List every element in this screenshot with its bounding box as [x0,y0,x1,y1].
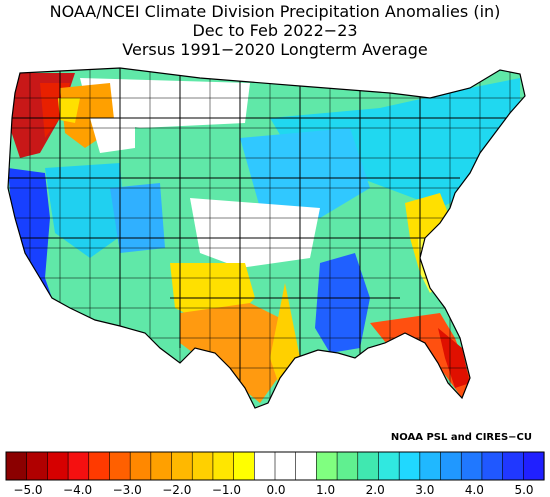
colorbar-cell [129,451,152,481]
map-title: NOAA/NCEI Climate Division Precipitation… [49,2,501,21]
region-northern-plains-normal [80,78,250,128]
colorbar-tick-label: 1.0 [316,483,335,497]
colorbar-tick-label: −5.0 [13,483,42,497]
colorbar-tick-label: −4.0 [63,483,92,497]
region-midwest-wet [240,128,370,218]
colorbar-cell [523,451,545,481]
colorbar-tick-label: −1.0 [212,483,241,497]
colorbar: −5.0 −4.0 −3.0 −2.0 −1.0 0.0 1.0 2.0 3.0 4.0 5.0 [5,451,545,497]
credit-text: NOAA PSL and CIRES−CU [390,432,532,443]
colorbar-cell [150,451,173,481]
colorbar-cell [233,451,255,481]
colorbar-tick-label: 2.0 [366,483,385,497]
colorbar-cell [336,451,359,481]
colorbar-cell [171,451,193,481]
colorbar-cell [67,451,90,481]
title-block: NOAA/NCEI Climate Division Precipitation… [0,2,550,59]
map-baseline: Versus 1991−2020 Longterm Average [122,40,428,59]
region-central-plains-normal [190,198,320,268]
region-great-basin-wet [45,163,125,258]
colorbar-cell [295,451,317,481]
colorbar-cell [316,451,338,481]
colorbar-cell [47,451,69,481]
colorbar-tick-labels: −5.0 −4.0 −3.0 −2.0 −1.0 0.0 1.0 2.0 3.0 4.0 5.0 [13,483,533,497]
state-boundaries [8,68,525,408]
region-montana-normal [90,118,135,153]
colorbar-cell [274,451,297,481]
colorbar-tick-label: 5.0 [514,483,533,497]
colorbar-cell [378,451,400,481]
colorbar-tick-label: 3.0 [415,483,434,497]
colorbar-cell [502,451,524,481]
colorbar-cells [5,451,545,481]
colorbar-tick-label: 4.0 [465,483,484,497]
colorbar-cell [357,451,380,481]
colorbar-cell [109,451,131,481]
colorbar-cell [440,451,462,481]
anomaly-regions [8,73,520,403]
colorbar-cell [460,451,483,481]
colorbar-cell [481,451,504,481]
colorbar-cell [191,451,214,481]
colorbar-cell [254,451,276,481]
colorbar-tick-label: −2.0 [162,483,191,497]
colorbar-cell [88,451,111,481]
colorbar-tick-label: 0.0 [266,483,285,497]
colorbar-cell [419,451,442,481]
colorbar-cell [26,451,48,481]
colorbar-cell [5,451,28,481]
region-eastern-oregon-dry [58,98,80,123]
us-precipitation-anomaly-map [7,67,526,409]
colorbar-frame [5,451,545,481]
region-texas-dry [180,303,290,403]
region-florida-dry [438,328,470,388]
colorbar-cell [212,451,235,481]
colorbar-cell [398,451,421,481]
map-period: Dec to Feb 2022−23 [192,21,358,40]
colorbar-tick-label: −3.0 [113,483,142,497]
region-northeast-wet [270,78,520,208]
